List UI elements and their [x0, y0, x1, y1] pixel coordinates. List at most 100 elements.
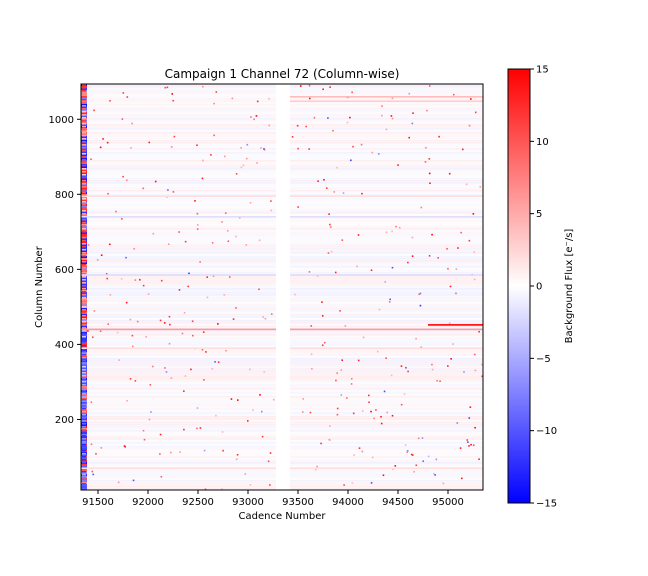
heatmap-edge-cell: [82, 90, 86, 92]
heatmap-edge-cell: [82, 150, 86, 152]
y-tick-label: 200: [55, 415, 74, 426]
heatmap-point: [235, 235, 237, 238]
heatmap-edge-cell: [82, 240, 86, 242]
heatmap-point: [329, 226, 332, 228]
x-tick-label: 93500: [282, 497, 314, 508]
heatmap-edge-cell: [82, 441, 86, 443]
heatmap-edge-cell: [81, 172, 87, 174]
heatmap-point: [368, 394, 370, 397]
colorbar-tick-label: 15: [536, 65, 549, 76]
heatmap-point: [415, 337, 417, 340]
heatmap-point: [428, 172, 431, 175]
heatmap-point: [95, 453, 97, 455]
heatmap-point: [228, 276, 231, 278]
heatmap-point: [385, 231, 388, 234]
heatmap-point: [352, 412, 355, 415]
heatmap-edge-cell: [82, 477, 86, 479]
heatmap-point: [472, 444, 475, 447]
heatmap-point: [224, 212, 227, 214]
heatmap-point: [474, 426, 476, 429]
heatmap-point: [236, 399, 239, 401]
heatmap-point: [93, 109, 95, 112]
heatmap-point: [447, 365, 449, 367]
heatmap-point: [213, 102, 215, 105]
heatmap-point: [90, 401, 93, 403]
heatmap-point: [422, 460, 425, 462]
heatmap-edge-cell: [81, 178, 87, 180]
heatmap-point: [134, 380, 137, 382]
heatmap-point: [269, 484, 271, 486]
heatmap-edge-cell: [82, 333, 86, 335]
heatmap-point: [390, 374, 393, 377]
heatmap-edge-cell: [82, 177, 86, 179]
heatmap-edge-cell: [82, 192, 86, 194]
heatmap-edge-cell: [81, 478, 87, 480]
heatmap-point: [210, 154, 212, 156]
heatmap-point: [92, 473, 95, 476]
heatmap-edge-cell: [81, 298, 87, 300]
heatmap-edge-cell: [82, 453, 86, 455]
heatmap-point: [327, 252, 330, 254]
heatmap-point: [202, 331, 205, 333]
heatmap-point: [332, 129, 334, 132]
heatmap-edge-cell: [82, 219, 86, 221]
heatmap-point: [148, 141, 151, 144]
heatmap-edge-cell: [82, 276, 86, 278]
heatmap-point: [206, 296, 209, 299]
heatmap-point: [329, 439, 331, 441]
heatmap-point: [187, 285, 190, 288]
heatmap-edge-cell: [82, 480, 86, 482]
heatmap-edge-cell: [82, 336, 86, 338]
heatmap-point: [308, 97, 311, 100]
heatmap-point: [270, 209, 273, 212]
heatmap-point: [160, 279, 163, 282]
heatmap-point: [376, 350, 379, 353]
heatmap-point: [125, 179, 128, 181]
heatmap-edge-cell: [82, 483, 86, 485]
heatmap-point: [357, 234, 360, 236]
heatmap-point: [446, 248, 448, 250]
heatmap-edge-cell: [82, 252, 86, 254]
heatmap-point: [129, 378, 132, 380]
heatmap-point: [351, 91, 353, 94]
heatmap-edge-cell: [82, 411, 86, 413]
x-axis-label: Cadence Number: [239, 511, 327, 522]
heatmap-edge-cell: [81, 388, 87, 390]
heatmap-edge-cell: [82, 408, 86, 410]
heatmap-point: [411, 454, 414, 456]
heatmap-edge-cell: [81, 370, 87, 372]
heatmap-point: [323, 178, 325, 181]
heatmap-edge-cell: [82, 201, 86, 203]
heatmap-point: [435, 458, 438, 461]
heatmap-point: [222, 449, 224, 452]
heatmap-point: [134, 279, 137, 281]
heatmap-point: [130, 147, 132, 149]
x-tick-label: 91500: [82, 497, 114, 508]
heatmap-point: [291, 136, 294, 138]
heatmap-edge-cell: [82, 186, 86, 188]
heatmap-point: [170, 377, 173, 379]
heatmap-edge-cell: [81, 184, 87, 186]
heatmap-point: [316, 465, 318, 468]
heatmap-edge-cell: [81, 334, 87, 336]
heatmap-point: [431, 233, 433, 236]
heatmap-point: [452, 343, 454, 345]
heatmap-point: [381, 114, 383, 117]
heatmap-edge-cell: [82, 387, 86, 389]
heatmap-point: [129, 318, 132, 321]
heatmap-point: [473, 278, 476, 281]
heatmap-point: [391, 230, 393, 233]
heatmap-edge-cell: [81, 460, 87, 462]
heatmap-point: [256, 100, 259, 103]
heatmap-edge-cell: [82, 210, 86, 212]
heatmap-point: [378, 308, 381, 311]
heatmap-point: [461, 148, 464, 151]
heatmap-edge-cell: [82, 174, 86, 176]
heatmap-point: [428, 158, 431, 160]
heatmap-point: [91, 336, 94, 339]
heatmap-point: [190, 368, 192, 371]
heatmap-point: [191, 320, 194, 323]
heatmap-point: [100, 447, 103, 449]
heatmap-point: [360, 143, 363, 146]
heatmap-point: [168, 342, 171, 345]
